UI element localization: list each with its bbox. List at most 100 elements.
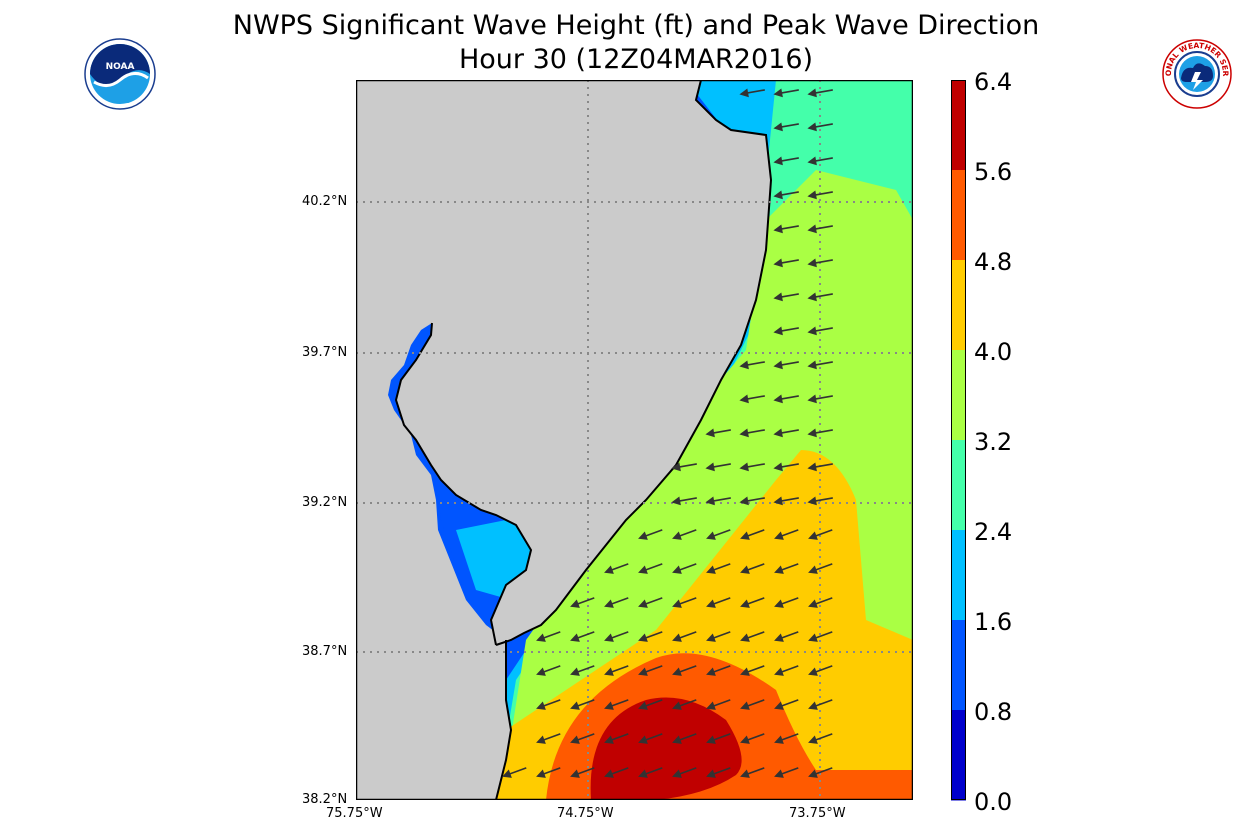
- wave-arrow-head: [739, 462, 749, 472]
- wave-arrow-head: [739, 394, 749, 404]
- wave-arrow-head: [638, 769, 648, 778]
- wave-arrow-head: [807, 224, 817, 234]
- wave-arrow-head: [672, 531, 682, 540]
- wave-arrow-head: [638, 667, 648, 676]
- lat-label-38-7: 38.7°N: [302, 644, 348, 659]
- coastline: [495, 80, 773, 800]
- wave-arrow-head: [773, 326, 783, 336]
- wave-map: [356, 80, 913, 800]
- lat-label-39-2: 39.2°N: [302, 495, 348, 510]
- wave-arrow-head: [740, 599, 750, 608]
- wave-arrow-head: [773, 190, 783, 200]
- wave-arrow-head: [672, 633, 682, 642]
- colorbar-label-4-0: 4.0: [974, 338, 1013, 366]
- wave-arrow-head: [604, 599, 614, 608]
- wave-arrow-head: [638, 735, 648, 744]
- wave-arrow-head: [705, 462, 715, 472]
- colorbar-label-4-8: 4.8: [974, 248, 1013, 276]
- wave-arrow-head: [706, 735, 716, 744]
- wave-arrow-head: [740, 531, 750, 540]
- wave-arrow-head: [604, 633, 614, 642]
- wave-arrow-head: [671, 462, 681, 472]
- graticule: [356, 80, 913, 800]
- wave-arrow-head: [773, 88, 783, 98]
- wave-arrow-head: [672, 599, 682, 608]
- wave-arrow-head: [808, 735, 818, 744]
- wave-arrow-head: [536, 633, 546, 642]
- wave-arrow-head: [773, 224, 783, 234]
- wave-arrow-head: [807, 190, 817, 200]
- wave-arrow-head: [672, 769, 682, 778]
- wave-arrow-head: [706, 769, 716, 778]
- colorbar-segment: [951, 710, 966, 801]
- wave-arrow-head: [773, 122, 783, 132]
- wave-arrow-head: [706, 667, 716, 676]
- wave-arrow-head: [638, 531, 648, 540]
- wave-arrow-head: [774, 769, 784, 778]
- wave-arrow-head: [570, 701, 580, 710]
- wave-arrow-head: [604, 735, 614, 744]
- wave-arrow-head: [807, 326, 817, 336]
- wave-arrow-head: [570, 769, 580, 778]
- wave-arrow-head: [706, 701, 716, 710]
- wave-arrow-head: [570, 599, 580, 608]
- wave-arrow-head: [740, 565, 750, 574]
- wave-arrow-head: [638, 633, 648, 642]
- wave-arrow-head: [774, 633, 784, 642]
- wave-arrow-head: [773, 156, 783, 166]
- wave-arrow-head: [739, 496, 749, 506]
- nws-logo: NATIONAL WEATHER SERVICE: [1161, 38, 1232, 109]
- colorbar-segment: [951, 530, 966, 621]
- colorbar-segment: [951, 170, 966, 261]
- land-mass: [356, 80, 771, 800]
- wave-arrow-head: [604, 667, 614, 676]
- colorbar: [951, 80, 966, 801]
- colorbar-label-0-0: 0.0: [974, 788, 1013, 816]
- wave-arrow-head: [570, 633, 580, 642]
- wave-arrow-head: [740, 701, 750, 710]
- wave-arrow-head: [808, 633, 818, 642]
- wave-arrow-head: [706, 633, 716, 642]
- wave-arrow-head: [570, 735, 580, 744]
- wave-arrow-head: [773, 462, 783, 472]
- wave-arrow-head: [739, 88, 749, 98]
- wave-arrow-head: [773, 496, 783, 506]
- colorbar-label-2-4: 2.4: [974, 518, 1013, 546]
- wave-arrow-head: [536, 769, 546, 778]
- wave-arrow-head: [807, 428, 817, 438]
- lon-label-74-75: 74.75°W: [557, 806, 614, 821]
- wave-arrow-head: [570, 667, 580, 676]
- wave-arrow-head: [774, 667, 784, 676]
- colorbar-label-3-2: 3.2: [974, 428, 1013, 456]
- wave-arrow-head: [706, 599, 716, 608]
- wave-arrow-head: [808, 667, 818, 676]
- wave-arrow-head: [740, 667, 750, 676]
- wave-arrow-head: [774, 599, 784, 608]
- wave-arrow-head: [774, 701, 784, 710]
- wave-arrow-head: [536, 735, 546, 744]
- colorbar-segment: [951, 440, 966, 531]
- map-subtitle: Hour 30 (12Z04MAR2016): [458, 44, 814, 75]
- wave-arrow-head: [739, 428, 749, 438]
- wave-arrow-head: [807, 122, 817, 132]
- lat-label-40-2: 40.2°N: [302, 194, 348, 209]
- wave-arrow-head: [740, 735, 750, 744]
- wave-arrow-head: [740, 633, 750, 642]
- wave-arrow-head: [807, 156, 817, 166]
- wave-arrow-head: [705, 496, 715, 506]
- colorbar-label-5-6: 5.6: [974, 158, 1013, 186]
- wave-arrow-head: [672, 735, 682, 744]
- wave-arrow-head: [773, 258, 783, 268]
- colorbar-segment: [951, 620, 966, 711]
- wave-arrow-head: [808, 599, 818, 608]
- colorbar-label-0-8: 0.8: [974, 698, 1013, 726]
- map-frame: [356, 80, 913, 800]
- wave-arrow-head: [773, 360, 783, 370]
- wave-arrow-head: [773, 292, 783, 302]
- wave-arrow-head: [808, 701, 818, 710]
- wave-arrow-head: [807, 292, 817, 302]
- wave-arrow-head: [807, 88, 817, 98]
- wave-direction-arrows: [502, 88, 833, 778]
- noaa-logo-text: NOAA: [106, 62, 135, 72]
- wave-arrow-head: [807, 258, 817, 268]
